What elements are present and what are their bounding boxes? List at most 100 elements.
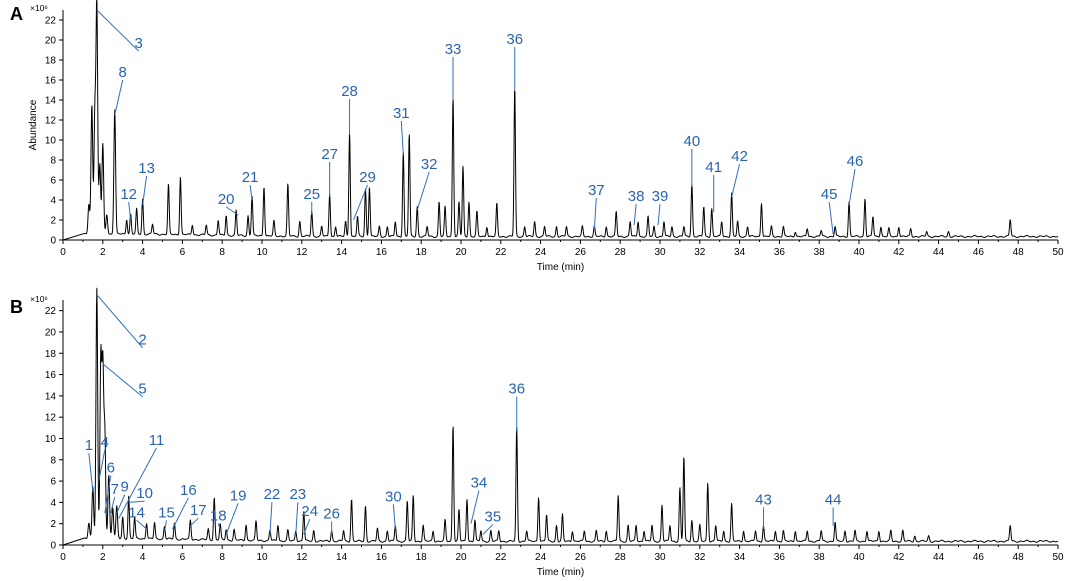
annotation-leader-line [295, 502, 299, 535]
y-tick-label: 6 [50, 477, 56, 488]
x-tick-label: 46 [973, 247, 985, 258]
y-tick-label: 14 [45, 96, 57, 107]
x-tick-label: 10 [256, 552, 268, 563]
x-tick-label: 36 [774, 552, 786, 563]
annotation-label: 14 [128, 504, 145, 521]
peak-annotation: 33 [445, 41, 462, 100]
peak-annotation: 42 [731, 148, 748, 198]
peak-annotation: 36 [506, 31, 523, 90]
x-tick-label: 32 [694, 247, 706, 258]
x-tick-label: 40 [853, 247, 865, 258]
peak-annotation: 31 [393, 105, 410, 156]
annotation-leader-line [88, 453, 94, 492]
y-tick-label: 0 [50, 236, 56, 247]
annotation-leader-line [128, 201, 132, 221]
peak-annotation: 7 [110, 481, 119, 514]
peak-annotation: 37 [588, 182, 605, 231]
x-tick-label: 34 [734, 552, 746, 563]
annotation-label: 19 [230, 487, 247, 504]
x-tick-label: 14 [336, 247, 348, 258]
x-tick-label: 24 [535, 247, 547, 258]
annotation-label: 17 [190, 502, 207, 519]
x-tick-label: 44 [933, 552, 945, 563]
annotation-leader-line [128, 500, 145, 503]
peak-annotation: 38 [628, 188, 644, 226]
annotation-label: 33 [445, 41, 462, 58]
x-tick-label: 2 [100, 247, 106, 258]
peak-annotation: 2 [96, 294, 147, 349]
y-tick-label: 18 [45, 349, 57, 360]
x-tick-label: 34 [734, 247, 746, 258]
x-tick-label: 50 [1052, 247, 1064, 258]
annotation-label: 31 [393, 105, 410, 122]
peak-annotation: 34 [470, 474, 487, 524]
annotation-label: 9 [121, 479, 129, 496]
annotation-label: 26 [323, 505, 340, 522]
y-tick-label: 22 [45, 16, 57, 27]
y-tick-label: 22 [45, 306, 57, 317]
peak-annotation: 16 [172, 482, 197, 530]
x-tick-label: 30 [654, 247, 666, 258]
x-tick-label: 28 [615, 552, 627, 563]
annotation-label: 35 [484, 509, 501, 526]
x-tick-label: 2 [100, 552, 106, 563]
annotation-label: 43 [755, 492, 772, 509]
annotation-label: 32 [421, 156, 438, 173]
y-tick-label: 12 [45, 116, 57, 127]
x-tick-label: 32 [694, 552, 706, 563]
peak-annotation: 25 [303, 186, 320, 215]
y-tick-label: 0 [50, 541, 56, 552]
annotation-label: 7 [111, 481, 119, 498]
x-tick-label: 10 [256, 247, 268, 258]
x-tick-label: 42 [893, 247, 905, 258]
x-tick-label: 20 [455, 247, 467, 258]
peak-annotation: 13 [138, 160, 155, 206]
annotation-label: 30 [385, 488, 402, 505]
peak-annotation: 5 [102, 363, 147, 398]
annotation-label: 36 [508, 381, 525, 398]
peak-annotation: 14 [128, 504, 147, 530]
x-tick-label: 18 [416, 552, 428, 563]
peak-annotation: 41 [705, 159, 722, 212]
x-tick-label: 24 [535, 552, 547, 563]
peak-annotation: 22 [264, 486, 281, 535]
annotation-label: 15 [158, 504, 175, 521]
annotation-label: 39 [652, 188, 669, 205]
x-tick-label: 8 [219, 247, 225, 258]
y-tick-label: 20 [45, 36, 57, 47]
annotation-label: 45 [821, 186, 838, 203]
annotation-label: 22 [264, 486, 281, 503]
annotation-leader-line [400, 120, 404, 156]
x-tick-label: 4 [140, 552, 146, 563]
x-tick-label: 6 [180, 552, 186, 563]
annotation-leader-line [470, 490, 480, 524]
x-tick-label: 42 [893, 552, 905, 563]
annotation-label: 37 [588, 182, 605, 199]
peak-annotation: 6 [104, 460, 115, 514]
x-tick-label: 14 [336, 552, 348, 563]
annotation-leader-line [104, 475, 112, 514]
annotation-leader-line [848, 168, 856, 206]
x-tick-label: 0 [60, 247, 66, 258]
y-tick-label: 2 [50, 216, 56, 227]
peak-annotation: 44 [825, 492, 841, 526]
annotation-leader-line [98, 449, 106, 482]
annotation-leader-line [633, 203, 637, 226]
annotation-leader-line [116, 494, 126, 514]
panel-letter: B [10, 297, 23, 317]
panel-letter: A [10, 4, 23, 24]
peak-annotation: 9 [116, 479, 129, 514]
annotation-leader-line [217, 523, 221, 530]
peak-annotation: 35 [482, 509, 501, 535]
y-tick-label: 8 [50, 156, 56, 167]
x-tick-label: 0 [60, 552, 66, 563]
annotation-label: 42 [731, 148, 748, 165]
annotation-leader-line [96, 294, 143, 349]
annotation-label: 29 [359, 169, 376, 186]
peak-annotation: 19 [225, 487, 247, 535]
annotation-leader-line [416, 171, 430, 211]
x-tick-label: 50 [1052, 552, 1064, 563]
